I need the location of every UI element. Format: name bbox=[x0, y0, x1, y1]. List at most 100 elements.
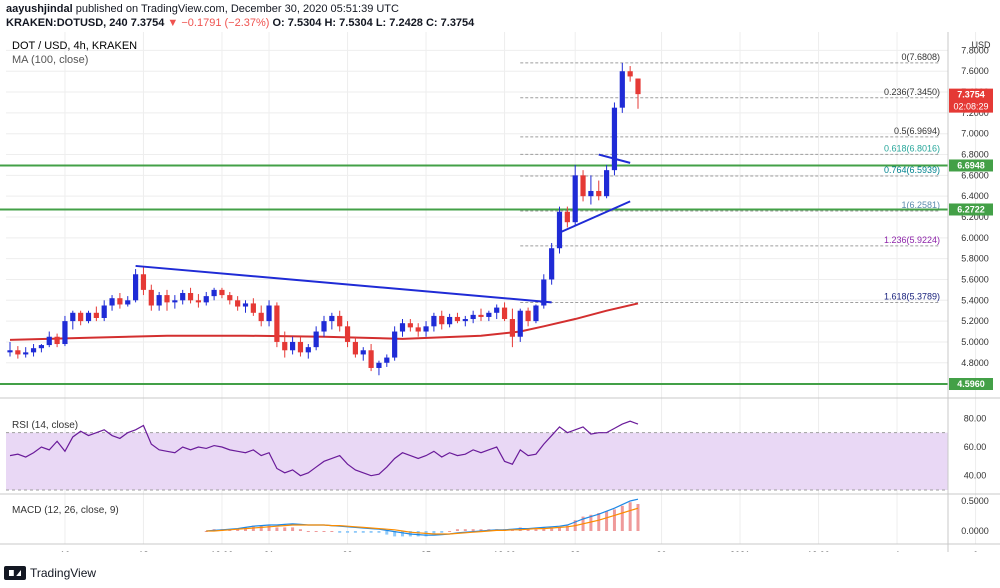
candle-body bbox=[470, 314, 476, 320]
macd-histogram-bar bbox=[353, 531, 357, 533]
candle-body bbox=[7, 350, 13, 353]
macd-histogram-bar bbox=[463, 529, 467, 531]
price-tick-label: 6.2000 bbox=[961, 212, 989, 222]
macd-histogram-bar bbox=[369, 531, 373, 533]
candle-body bbox=[517, 310, 523, 337]
price-badge-label: 7.3754 bbox=[957, 90, 985, 100]
macd-histogram-bar bbox=[526, 529, 530, 531]
price-tick-label: 7.8000 bbox=[961, 45, 989, 55]
candle-body bbox=[596, 190, 602, 197]
candle-body bbox=[125, 300, 131, 305]
macd-histogram-bar bbox=[565, 525, 569, 531]
macd-tick-label: 0.5000 bbox=[961, 496, 989, 506]
symbol-label: KRAKEN:DOTUSD, 240 bbox=[6, 17, 128, 29]
tradingview-brand: TradingView bbox=[30, 566, 97, 580]
price-tick-label: 7.0000 bbox=[961, 129, 989, 139]
macd-histogram-bar bbox=[291, 527, 295, 531]
author-name[interactable]: aayushjindal bbox=[6, 3, 73, 15]
fib-level-label: 0.5(6.9694) bbox=[894, 126, 940, 136]
candle-body bbox=[38, 345, 44, 349]
candle-body bbox=[572, 175, 578, 223]
macd-histogram-bar bbox=[322, 531, 326, 532]
price-chart[interactable]: 0(7.6808) 0.236(7.3450) 0.5(6.9694) 0.618(6… bbox=[0, 32, 1000, 552]
macd-pane[interactable] bbox=[204, 498, 640, 537]
candle-body bbox=[588, 190, 594, 197]
ma-legend: MA (100, close) bbox=[12, 54, 88, 66]
candle-body bbox=[250, 303, 256, 313]
signal-line bbox=[206, 507, 639, 535]
symbol-line: KRAKEN:DOTUSD, 240 7.3754 ▼ −0.1791 (−2.… bbox=[6, 16, 474, 30]
fib-level-label: 0.236(7.3450) bbox=[884, 87, 940, 97]
candle-body bbox=[556, 211, 563, 249]
candle-body bbox=[258, 312, 264, 322]
candle-body bbox=[376, 362, 382, 368]
macd-histogram-bar bbox=[416, 531, 420, 537]
grid-lines bbox=[6, 32, 977, 544]
macd-histogram-bar bbox=[636, 504, 640, 531]
price-pane[interactable]: 0(7.6808) 0.236(7.3450) 0.5(6.9694) 0.618(6… bbox=[0, 52, 948, 386]
price-tick-label: 5.8000 bbox=[961, 254, 989, 264]
macd-histogram-bar bbox=[550, 527, 554, 531]
macd-histogram-bar bbox=[440, 531, 444, 533]
candle-body bbox=[384, 357, 390, 363]
time-tick-label: 18 bbox=[138, 550, 148, 552]
price-badge-label: 6.2722 bbox=[957, 204, 985, 214]
price-tick-label: 6.4000 bbox=[961, 191, 989, 201]
candle-body bbox=[352, 341, 358, 355]
candle-body bbox=[180, 293, 186, 301]
candle-body bbox=[344, 326, 351, 342]
candle-body bbox=[235, 300, 241, 307]
macd-histogram-bar bbox=[605, 511, 609, 531]
candle-body bbox=[266, 305, 272, 322]
price-badge bbox=[949, 88, 993, 113]
time-tick-label: 21 bbox=[264, 550, 274, 552]
candle-body bbox=[313, 331, 319, 348]
rsi-pane[interactable] bbox=[6, 420, 948, 491]
candle-body bbox=[447, 316, 453, 325]
macd-histogram-bar bbox=[361, 531, 365, 533]
candle-body bbox=[15, 350, 21, 355]
price-change: ▼ −0.1791 (−2.37%) bbox=[167, 17, 270, 29]
price-badge-label: 6.6948 bbox=[957, 160, 985, 170]
price-badge bbox=[949, 378, 993, 391]
candle-body bbox=[227, 295, 233, 301]
candle-body bbox=[509, 319, 515, 337]
candle-body bbox=[627, 71, 633, 77]
candle-body bbox=[140, 274, 147, 290]
tradingview-footer: TradingView bbox=[4, 566, 96, 580]
macd-histogram-bar bbox=[385, 531, 389, 535]
time-tick-label: 6 bbox=[973, 550, 978, 552]
candle-body bbox=[109, 298, 115, 306]
price-badge-label: 4.5960 bbox=[957, 379, 985, 389]
macd-histogram-bar bbox=[393, 531, 397, 537]
symbol-legend: DOT / USD, 4h, KRAKEN bbox=[12, 40, 137, 52]
price-tick-label: 5.2000 bbox=[961, 316, 989, 326]
macd-histogram-bar bbox=[298, 529, 302, 531]
candle-body bbox=[549, 248, 555, 280]
candle-body bbox=[148, 289, 154, 306]
candle-body bbox=[486, 312, 492, 317]
candle-body bbox=[164, 295, 170, 303]
macd-histogram-bar bbox=[283, 527, 287, 531]
rsi-line bbox=[9, 420, 639, 477]
candle-body bbox=[172, 300, 178, 303]
candle-body bbox=[399, 323, 406, 332]
candle-body bbox=[23, 352, 29, 355]
macd-tick-label: 0.0000 bbox=[961, 526, 989, 536]
macd-histogram-bar bbox=[306, 531, 310, 532]
macd-legend: MACD (12, 26, close, 9) bbox=[12, 505, 119, 516]
candle-body bbox=[101, 305, 107, 318]
currency-label[interactable]: USD bbox=[971, 40, 991, 50]
time-tick-label: 23 bbox=[343, 550, 353, 552]
candle-body bbox=[407, 323, 413, 328]
candle-body bbox=[329, 315, 335, 322]
fib-level-label: 1.236(5.9224) bbox=[884, 235, 940, 245]
macd-histogram-bar bbox=[275, 527, 279, 531]
candle-body bbox=[368, 350, 374, 368]
last-price: 7.3754 bbox=[130, 17, 165, 29]
candle-body bbox=[337, 315, 343, 327]
candle-body bbox=[282, 341, 288, 351]
macd-histogram-bar bbox=[534, 529, 538, 531]
rsi-tick-label: 60.00 bbox=[964, 442, 987, 452]
candle-body bbox=[611, 107, 618, 171]
